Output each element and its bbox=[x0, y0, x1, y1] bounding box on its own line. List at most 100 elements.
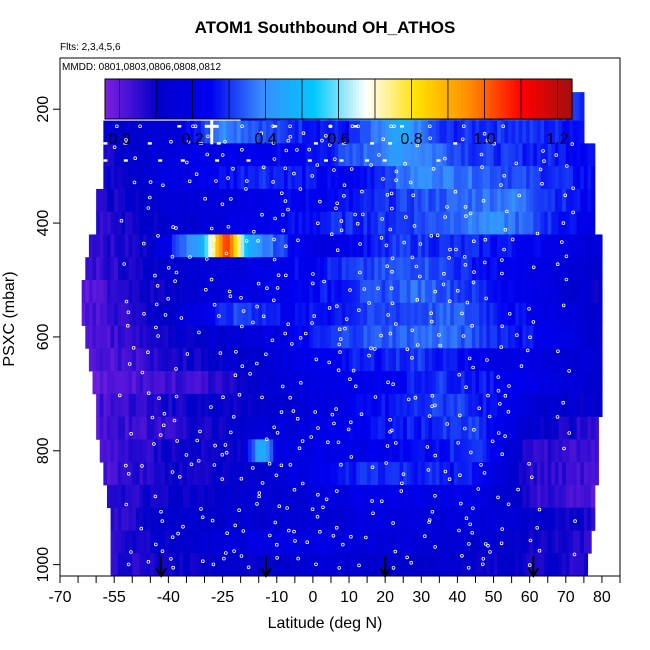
heatmap-cell bbox=[540, 553, 545, 577]
heatmap-cell bbox=[432, 348, 437, 372]
sample-marker bbox=[349, 167, 354, 171]
heatmap-cell bbox=[573, 280, 578, 304]
heatmap-cell bbox=[367, 530, 372, 554]
heatmap-cell bbox=[511, 371, 516, 395]
heatmap-cell bbox=[486, 143, 491, 167]
heatmap-cell bbox=[558, 462, 563, 486]
heatmap-cell bbox=[471, 439, 477, 463]
heatmap-cell bbox=[247, 507, 253, 531]
heatmap-cell bbox=[132, 325, 137, 349]
heatmap-cell bbox=[598, 302, 603, 326]
heatmap-cell bbox=[211, 530, 216, 554]
heatmap-cell bbox=[200, 416, 206, 440]
heatmap-cell bbox=[363, 484, 368, 509]
heatmap-cell bbox=[168, 507, 173, 531]
heatmap-cell bbox=[580, 120, 585, 144]
heatmap-cell bbox=[417, 280, 422, 304]
heatmap-cell bbox=[320, 188, 325, 213]
heatmap-cell bbox=[327, 325, 332, 349]
heatmap-cell bbox=[526, 416, 531, 440]
heatmap-cell bbox=[356, 280, 361, 304]
heatmap-cell bbox=[114, 234, 119, 258]
heatmap-cell bbox=[204, 302, 209, 326]
heatmap-cell bbox=[370, 143, 375, 167]
heatmap-cell bbox=[471, 553, 477, 577]
heatmap-cell bbox=[576, 280, 581, 304]
heatmap-cell bbox=[327, 234, 332, 258]
heatmap-cell bbox=[240, 302, 245, 326]
heatmap-cell bbox=[359, 371, 365, 395]
sample-marker bbox=[170, 254, 175, 259]
heatmap-cell bbox=[381, 439, 386, 463]
sample-marker bbox=[199, 142, 203, 145]
heatmap-cell bbox=[168, 166, 173, 190]
heatmap-cell bbox=[544, 530, 549, 554]
heatmap-cell bbox=[265, 416, 271, 440]
heatmap-cell bbox=[125, 439, 130, 463]
heatmap-cell bbox=[276, 120, 281, 144]
heatmap-cell bbox=[139, 416, 144, 440]
sample-marker bbox=[402, 240, 407, 245]
heatmap-cell bbox=[208, 507, 213, 531]
heatmap-cell bbox=[157, 348, 162, 372]
sample-marker bbox=[503, 227, 508, 232]
heatmap-cell bbox=[110, 120, 115, 144]
heatmap-cell bbox=[403, 257, 408, 281]
heatmap-cell bbox=[316, 507, 321, 531]
heatmap-cell bbox=[547, 257, 552, 281]
heatmap-cell bbox=[215, 120, 220, 144]
heatmap-cell bbox=[385, 371, 390, 395]
heatmap-cell bbox=[150, 484, 155, 509]
heatmap-cell bbox=[385, 553, 390, 577]
heatmap-cell bbox=[316, 462, 321, 486]
heatmap-cell bbox=[540, 234, 545, 258]
heatmap-cell bbox=[200, 371, 206, 395]
sample-marker bbox=[464, 516, 469, 520]
heatmap-cell bbox=[453, 484, 459, 509]
heatmap-cell bbox=[161, 530, 166, 554]
heatmap-cell bbox=[103, 234, 108, 258]
heatmap-cell bbox=[374, 371, 379, 395]
heatmap-cell bbox=[504, 166, 509, 190]
sample-marker bbox=[310, 281, 315, 286]
heatmap-cell bbox=[388, 120, 393, 144]
heatmap-cell bbox=[533, 234, 538, 258]
heatmap-cell bbox=[381, 302, 386, 326]
heatmap-cell bbox=[352, 348, 357, 372]
heatmap-cell bbox=[471, 484, 477, 509]
colorbar-swatch bbox=[145, 79, 150, 119]
heatmap-cell bbox=[229, 166, 235, 190]
heatmap-cell bbox=[359, 166, 365, 190]
heatmap-cell bbox=[410, 462, 415, 486]
heatmap-cell bbox=[367, 484, 372, 509]
heatmap-cell bbox=[598, 348, 603, 372]
heatmap-cell bbox=[334, 302, 339, 326]
sample-marker bbox=[286, 207, 290, 212]
heatmap-cell bbox=[153, 553, 159, 577]
heatmap-cell bbox=[153, 234, 159, 258]
sample-marker bbox=[409, 560, 414, 565]
heatmap-cell bbox=[479, 530, 484, 554]
sample-marker bbox=[447, 255, 451, 260]
heatmap-cell bbox=[569, 484, 574, 509]
heatmap-cell bbox=[591, 257, 596, 281]
heatmap-cell bbox=[349, 348, 354, 372]
heatmap-cell bbox=[385, 188, 390, 213]
heatmap-cell bbox=[587, 371, 592, 395]
sample-marker bbox=[496, 388, 501, 393]
heatmap-cell bbox=[587, 234, 592, 258]
heatmap-cell bbox=[334, 280, 339, 304]
sample-marker bbox=[426, 468, 431, 472]
sample-marker bbox=[244, 239, 249, 243]
heatmap-cell bbox=[540, 143, 545, 167]
heatmap-cell bbox=[508, 120, 513, 144]
heatmap-cell bbox=[374, 143, 379, 167]
colorbar-swatch bbox=[277, 79, 281, 119]
sample-marker bbox=[212, 302, 217, 307]
heatmap-cell bbox=[251, 484, 256, 509]
heatmap-cell bbox=[320, 439, 325, 463]
heatmap-cell bbox=[96, 188, 101, 213]
heatmap-cell bbox=[125, 188, 130, 213]
heatmap-cell bbox=[406, 166, 412, 190]
heatmap-cell bbox=[106, 439, 112, 463]
